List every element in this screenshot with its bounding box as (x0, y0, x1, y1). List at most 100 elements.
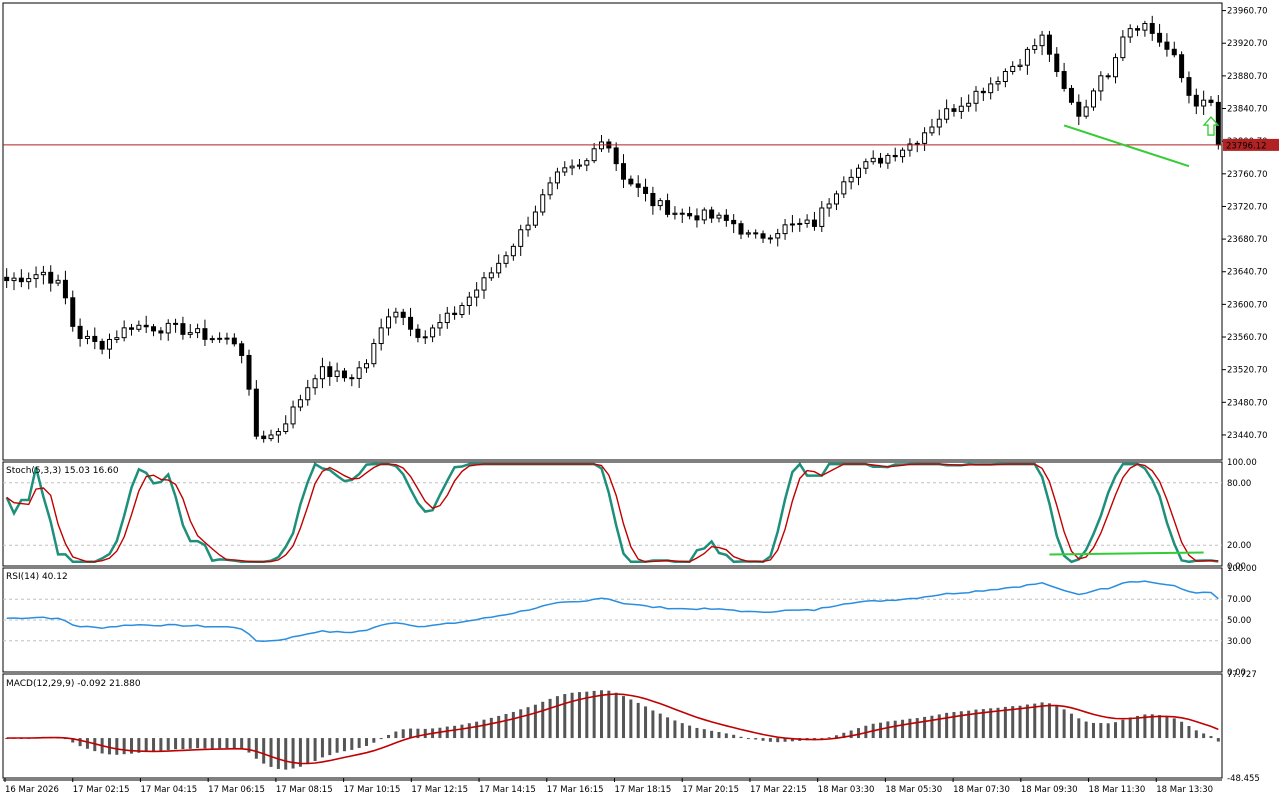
macd-histogram-bar (232, 738, 236, 749)
bull-candle (1083, 106, 1089, 117)
bull-candle (966, 102, 972, 107)
macd-histogram-bar (585, 691, 589, 739)
macd-histogram-bar (607, 690, 611, 739)
macd-histogram-bar (511, 711, 515, 739)
macd-histogram-bar (644, 706, 648, 739)
bull-candle (914, 142, 920, 145)
bear-candle (48, 271, 54, 284)
bull-candle (437, 322, 443, 329)
rsi-axis-label: 70.00 (1227, 595, 1251, 605)
macd-histogram-bar (247, 738, 251, 753)
panel-frame-price (2, 2, 1223, 461)
price-axis-label: 23880.70 (1227, 72, 1268, 82)
price-axis-label: 23720.70 (1227, 202, 1268, 212)
macd-histogram-bar (475, 721, 479, 739)
macd-histogram-bar (592, 690, 596, 739)
macd-histogram-bar (1011, 706, 1015, 739)
macd-histogram-bar (71, 738, 75, 743)
bear-candle (1076, 101, 1082, 117)
time-axis-label: 18 Mar 11:30 (1089, 785, 1146, 795)
macd-histogram-bar (717, 731, 721, 739)
macd-histogram-bar (673, 720, 677, 739)
bear-candle (70, 297, 76, 327)
bear-candle (738, 223, 744, 235)
macd-histogram-bar (1033, 703, 1037, 739)
macd-histogram-bar (1069, 713, 1073, 739)
macd-histogram-bar (768, 738, 772, 742)
panel-frame-macd (2, 673, 1223, 779)
bear-candle (878, 157, 884, 164)
bull-candle (922, 132, 928, 144)
macd-histogram-bar (387, 734, 391, 739)
bull-candle (114, 337, 120, 340)
macd-histogram-bar (203, 738, 207, 749)
macd-histogram-bar (1136, 715, 1140, 739)
current-price-label: 23796.12 (1226, 141, 1267, 151)
macd-histogram-bar (636, 702, 640, 739)
bull-candle (1039, 34, 1045, 47)
bull-candle (1010, 65, 1016, 73)
bull-candle (900, 149, 906, 158)
bull-candle (936, 118, 942, 128)
bear-candle (341, 370, 347, 379)
macd-axis-label: -48.455 (1227, 774, 1260, 784)
bull-candle (856, 167, 862, 178)
price-axis-label: 23520.70 (1227, 366, 1268, 376)
macd-histogram-bar (453, 725, 457, 739)
bull-candle (1090, 90, 1096, 108)
bull-candle (672, 212, 678, 215)
macd-signal-line (6, 693, 1219, 765)
bear-candle (1186, 77, 1192, 96)
bull-candle (481, 277, 487, 291)
bear-candle (1068, 87, 1074, 103)
macd-histogram-bar (989, 708, 993, 739)
bear-candle (1208, 99, 1214, 103)
bear-candle (77, 325, 83, 339)
macd-histogram-bar (739, 736, 743, 739)
bear-candle (760, 233, 766, 239)
macd-histogram-bar (409, 728, 413, 739)
bull-candle (826, 203, 832, 209)
macd-histogram-bar (291, 738, 295, 769)
bear-candle (4, 276, 10, 282)
bear-candle (621, 163, 627, 180)
macd-histogram-bar (761, 738, 765, 741)
stoch-main-line (5, 462, 1219, 564)
bull-candle (290, 406, 296, 425)
macd-histogram-bar (1194, 730, 1198, 739)
time-axis-label: 17 Mar 10:15 (344, 785, 401, 795)
current-price-tag (1223, 138, 1279, 151)
bear-candle (1054, 53, 1060, 73)
bull-candle (929, 126, 935, 134)
macd-histogram-bar (372, 738, 376, 743)
macd-histogram-bar (152, 738, 156, 752)
stoch-axis-label: 0.00 (1227, 562, 1246, 572)
bull-candle (591, 148, 597, 162)
bull-candle (988, 83, 994, 94)
macd-histogram-bar (1077, 718, 1081, 739)
bear-candle (723, 214, 729, 221)
price-trendline (1063, 124, 1190, 168)
macd-histogram-bar (504, 713, 508, 739)
bear-candle (1157, 32, 1163, 43)
macd-histogram-bar (945, 712, 949, 739)
bull-candle (569, 165, 575, 169)
bull-candle (165, 322, 171, 334)
bull-candle (312, 378, 318, 389)
bear-candle (731, 219, 737, 225)
bear-candle (99, 340, 105, 350)
bull-candle (1024, 48, 1030, 66)
up-arrow-icon (1202, 116, 1220, 136)
bear-candle (1193, 94, 1199, 107)
macd-histogram-bar (666, 717, 670, 739)
macd-histogram-bar (1150, 714, 1154, 739)
bull-candle (540, 194, 546, 213)
macd-histogram-bar (879, 722, 883, 739)
bull-candle (841, 181, 847, 195)
macd-histogram-bar (342, 738, 346, 752)
macd-histogram-bar (188, 738, 192, 749)
bear-candle (92, 335, 98, 342)
macd-histogram-bar (827, 737, 831, 739)
